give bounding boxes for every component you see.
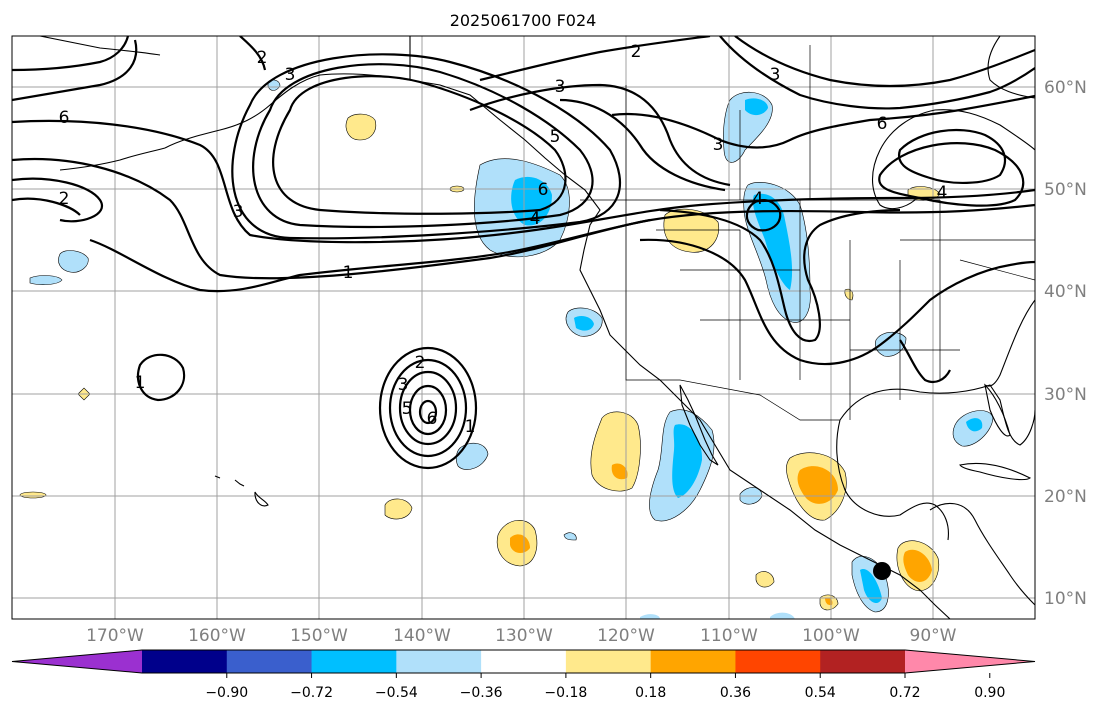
contour-label: 3 [285, 65, 296, 85]
colorbar-segment [142, 650, 228, 673]
colorbar-segment [311, 650, 397, 673]
lon-label: 120°W [597, 626, 655, 646]
contour-label: 5 [402, 399, 413, 419]
lon-label: 170°W [86, 626, 144, 646]
colorbar-tick-label: −0.72 [290, 685, 333, 701]
lat-label: 50°N [1044, 180, 1087, 200]
colorbar-segment [650, 650, 736, 673]
contour-label: 3 [398, 375, 409, 395]
contour-label: 2 [59, 189, 70, 209]
map-frame [11, 35, 1036, 620]
contour-label: 2 [631, 42, 642, 62]
colorbar-extend-low [12, 650, 142, 673]
lat-label: 60°N [1044, 78, 1087, 98]
lon-label: 100°W [802, 626, 860, 646]
contour-labels: 6 2 3 3 1 2 3 5 6 4 2 3 3 6 4 4 1 2 3 5 … [59, 42, 948, 437]
colorbar-segment [820, 650, 906, 673]
colorbar-segment [481, 650, 567, 673]
contour-label: 4 [937, 183, 948, 203]
lon-label: 150°W [290, 626, 348, 646]
lon-label: 140°W [393, 626, 451, 646]
colorbar-tick-label: 0.18 [635, 685, 666, 701]
colorbar-segment [396, 650, 482, 673]
lon-label: 130°W [495, 626, 553, 646]
coastlines [39, 36, 1035, 619]
contour-label: 6 [538, 180, 549, 200]
contour-label: 6 [427, 409, 438, 429]
longitude-labels: 170°W 160°W 150°W 140°W 130°W 120°W 110°… [86, 626, 957, 646]
colorbar-tick-label: −0.54 [375, 685, 418, 701]
anomaly-shading [19, 79, 994, 619]
colorbar-tick-label: 0.90 [974, 685, 1005, 701]
contour-label: 1 [465, 417, 476, 437]
contour-label: 5 [550, 127, 561, 147]
colorbar-tick-label: 0.54 [805, 685, 836, 701]
lon-label: 160°W [188, 626, 246, 646]
political-boundaries [580, 45, 1035, 421]
contour-label: 2 [257, 48, 268, 68]
colorbar-segment [565, 650, 652, 673]
contour-label: 2 [415, 353, 426, 373]
contour-label: 3 [233, 202, 244, 222]
colorbar-tick-label: −0.90 [205, 685, 248, 701]
colorbar-segment [226, 650, 313, 673]
lon-label: 110°W [700, 626, 758, 646]
lat-label: 40°N [1044, 282, 1087, 302]
figure-title: 2025061700 F024 [450, 11, 597, 30]
latitude-labels: 60°N 50°N 40°N 30°N 20°N 10°N [1044, 78, 1087, 609]
map-gridlines [12, 36, 1035, 619]
contour-label: 3 [555, 77, 566, 97]
lat-label: 10°N [1044, 589, 1087, 609]
contour-label: 1 [135, 373, 146, 393]
colorbar-segment [735, 650, 821, 673]
contour-label: 6 [59, 108, 70, 128]
lat-label: 20°N [1044, 487, 1087, 507]
lat-label: 30°N [1044, 385, 1087, 405]
colorbar: −0.90 −0.72 −0.54 −0.36 −0.18 0.18 0.36 0.54 0.7… [11, 649, 1036, 701]
contour-label: 3 [713, 135, 724, 155]
colorbar-tick-label: 0.72 [889, 685, 920, 701]
contour-lines [12, 36, 1035, 470]
contour-label: 4 [753, 189, 764, 209]
contour-label: 1 [343, 263, 354, 283]
contour-label: 6 [877, 114, 888, 134]
lon-label: 90°W [910, 626, 957, 646]
colorbar-outline [11, 649, 1036, 674]
colorbar-tick-label: −0.18 [544, 685, 587, 701]
colorbar-tick-label: 0.36 [720, 685, 751, 701]
contour-label: 4 [530, 209, 541, 229]
colorbar-tick-label: −0.36 [460, 685, 503, 701]
station-marker-dot [873, 562, 891, 580]
colorbar-extend-high [905, 650, 1035, 673]
contour-label: 3 [770, 65, 781, 85]
